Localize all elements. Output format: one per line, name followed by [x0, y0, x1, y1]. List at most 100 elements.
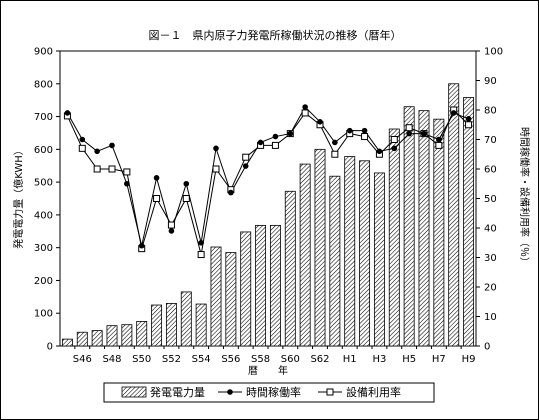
y-left-tick-label: 100	[34, 309, 53, 320]
point-jikan-kadoritsu	[138, 242, 145, 249]
y-left-tick-label: 500	[34, 178, 53, 189]
y-left-tick-label: 900	[34, 47, 53, 58]
point-setsubi-riyoritsu	[390, 136, 398, 143]
point-setsubi-riyoritsu	[301, 109, 309, 117]
x-tick-label: H3	[372, 354, 386, 365]
line-series	[66, 106, 469, 255]
point-setsubi-riyoritsu	[78, 144, 86, 152]
x-tick-label: S60	[281, 354, 300, 365]
y-right-tick-label: 80	[484, 106, 497, 117]
x-tick-label: H9	[462, 354, 476, 365]
point-jikan-kadoritsu	[228, 189, 234, 196]
bar	[180, 291, 192, 347]
point-jikan-kadoritsu	[406, 130, 412, 137]
point-jikan-kadoritsu	[168, 228, 175, 234]
bar	[433, 118, 445, 347]
axes: 0 100 200 300 400 500 600 700 800 900 0 10 20 30 40 50 6…	[34, 47, 503, 366]
x-tick-label: S50	[132, 354, 151, 365]
y-left-tick-label: 600	[34, 145, 53, 156]
point-jikan-kadoritsu	[64, 110, 71, 116]
point-setsubi-riyoritsu	[93, 165, 101, 173]
point-jikan-kadoritsu	[302, 104, 308, 110]
point-jikan-kadoritsu	[376, 148, 383, 155]
bar	[210, 246, 222, 347]
point-setsubi-riyoritsu	[405, 124, 413, 132]
y-right-tick-label: 90	[484, 76, 497, 87]
y-right-tick-label: 20	[484, 283, 497, 294]
x-tick-label: H1	[343, 354, 357, 365]
point-setsubi-riyoritsu	[167, 221, 175, 229]
legend-bar-swatch	[121, 386, 147, 398]
point-setsubi-riyoritsu	[271, 141, 279, 149]
y-right-tick-label: 40	[484, 224, 497, 235]
line-markers	[63, 104, 473, 259]
point-setsubi-riyoritsu	[361, 133, 369, 141]
bar	[344, 156, 356, 347]
bar	[299, 163, 311, 347]
y-right-tick-label: 0	[484, 342, 490, 353]
x-tick-label: H7	[432, 354, 446, 365]
bar	[61, 338, 73, 347]
x-tick-label: S62	[310, 354, 329, 365]
x-tick-label: S54	[192, 354, 211, 365]
point-setsubi-riyoritsu	[108, 165, 116, 173]
x-tick-label: H5	[402, 354, 416, 365]
point-jikan-kadoritsu	[436, 136, 442, 143]
y-axis-left-label: 発電電力量（億KWH）	[12, 145, 25, 249]
legend-line1-marker	[227, 389, 233, 395]
point-jikan-kadoritsu	[346, 127, 353, 134]
bar	[403, 106, 415, 347]
point-jikan-kadoritsu	[213, 145, 219, 152]
point-setsubi-riyoritsu	[123, 168, 131, 176]
bar	[225, 252, 237, 347]
point-jikan-kadoritsu	[450, 110, 457, 116]
y-right-tick-label: 70	[484, 135, 497, 146]
bar	[329, 175, 341, 347]
point-setsubi-riyoritsu	[465, 121, 473, 129]
x-tick-label: S56	[221, 354, 240, 365]
bar	[284, 190, 296, 347]
x-tick-label: S48	[102, 354, 121, 365]
bar	[165, 302, 177, 347]
bar	[463, 97, 475, 347]
point-jikan-kadoritsu	[198, 239, 204, 246]
y-left-tick-label: 800	[34, 79, 53, 90]
bar	[76, 331, 88, 347]
point-setsubi-riyoritsu	[331, 150, 339, 158]
bar	[448, 83, 460, 347]
y-axis-right-label: 時間稼働率・設備利用率（％）	[518, 127, 531, 267]
legend-box	[103, 382, 435, 403]
point-jikan-kadoritsu	[287, 130, 294, 137]
bar	[269, 224, 281, 347]
chart-title: 図－１ 県内原子力発電所稼働状況の推移（暦年）	[149, 28, 402, 42]
point-jikan-kadoritsu	[124, 180, 130, 187]
y-left-tick-label: 300	[34, 243, 53, 254]
y-left-tick-label: 400	[34, 210, 53, 221]
y-right-tick-label: 60	[484, 165, 497, 176]
point-jikan-kadoritsu	[317, 119, 323, 125]
point-jikan-kadoritsu	[94, 148, 100, 155]
point-jikan-kadoritsu	[257, 139, 264, 146]
bar	[106, 325, 118, 347]
x-tick-label: S58	[251, 354, 270, 365]
line-setsubi-riyoritsu	[66, 109, 469, 255]
y-left-tick-label: 200	[34, 276, 53, 287]
point-jikan-kadoritsu	[361, 127, 368, 134]
point-setsubi-riyoritsu	[212, 165, 220, 173]
bar	[359, 160, 371, 347]
point-jikan-kadoritsu	[153, 175, 160, 181]
bar	[388, 128, 400, 347]
bar	[418, 110, 430, 347]
point-jikan-kadoritsu	[272, 133, 279, 140]
bar	[195, 303, 207, 347]
point-jikan-kadoritsu	[242, 163, 249, 169]
bar	[255, 224, 267, 347]
point-jikan-kadoritsu	[332, 139, 338, 146]
bar	[91, 330, 103, 347]
point-jikan-kadoritsu	[465, 116, 472, 122]
legend: 発電電力量 時間稼働率 設備利用率	[103, 382, 435, 403]
point-jikan-kadoritsu	[391, 145, 398, 152]
legend-bar-label: 発電電力量	[150, 385, 205, 399]
x-tick-label: S46	[73, 354, 92, 365]
